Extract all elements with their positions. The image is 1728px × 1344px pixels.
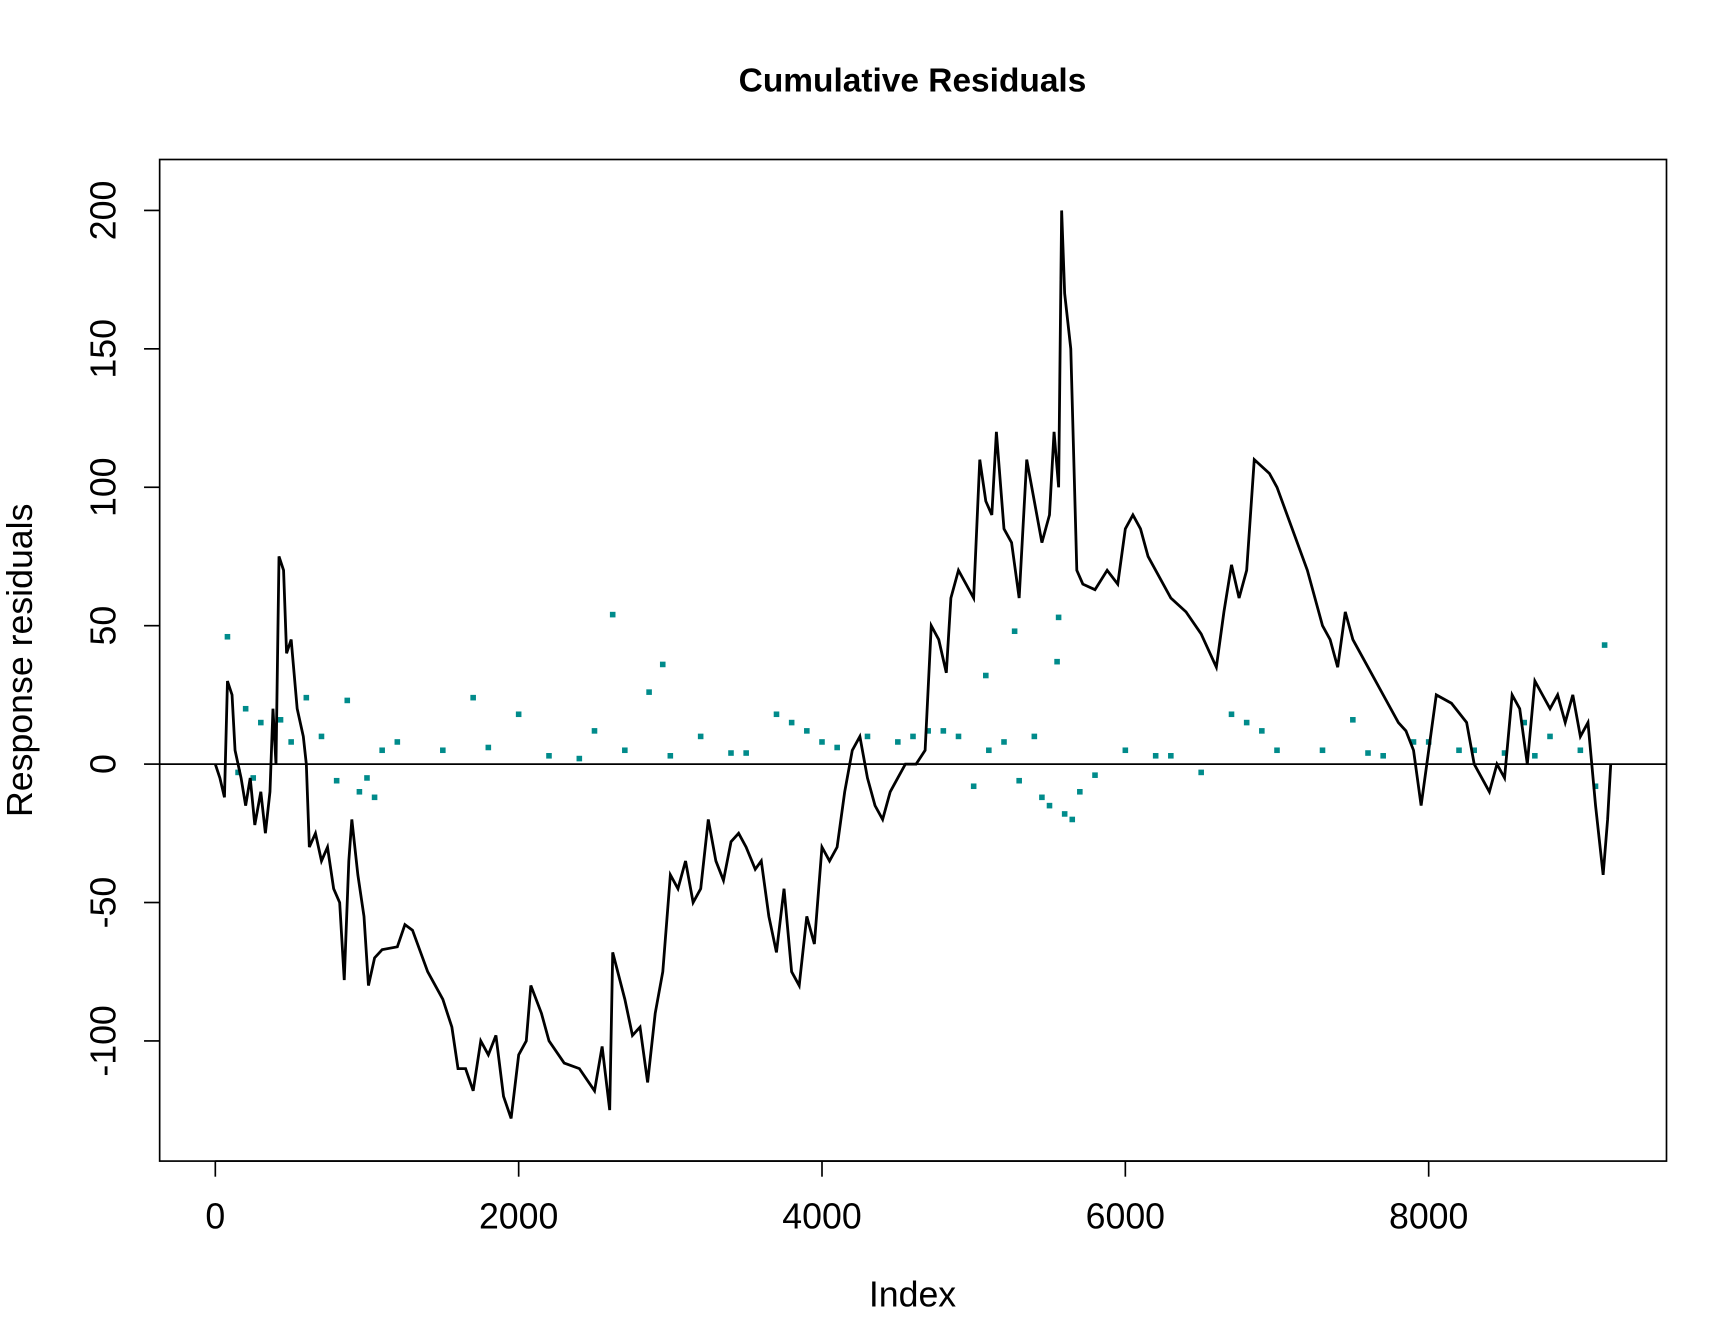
residual-point xyxy=(1350,717,1356,723)
residual-point xyxy=(288,739,294,745)
residual-point xyxy=(1001,739,1007,745)
y-tick-label: 0 xyxy=(84,754,124,774)
residual-point xyxy=(1456,747,1462,754)
residual-point xyxy=(371,794,378,801)
x-tick-label: 4000 xyxy=(782,1197,861,1237)
residual-point xyxy=(1319,747,1326,754)
residual-point xyxy=(379,747,385,754)
residual-point xyxy=(1168,753,1174,759)
residual-point xyxy=(364,775,370,781)
residual-point xyxy=(743,750,749,756)
residual-point xyxy=(773,711,780,718)
residual-point xyxy=(250,775,257,781)
residual-point xyxy=(1055,614,1062,621)
residual-point xyxy=(804,728,810,734)
cumulative-line xyxy=(213,210,1613,1119)
residual-point xyxy=(1198,769,1204,776)
residual-point xyxy=(1039,794,1045,801)
residual-point xyxy=(1577,747,1584,754)
y-tick-label: 200 xyxy=(84,181,124,241)
y-tick-label: 100 xyxy=(84,457,124,517)
residual-point xyxy=(277,717,284,723)
residual-point xyxy=(788,719,795,726)
residual-point xyxy=(986,747,992,754)
residual-point xyxy=(667,753,674,759)
residual-point xyxy=(242,705,249,712)
residual-point xyxy=(1122,747,1129,754)
y-tick-label: -100 xyxy=(84,1005,124,1076)
residual-point xyxy=(1046,802,1053,809)
residual-point xyxy=(1069,816,1076,823)
residual-point xyxy=(1547,733,1553,740)
residual-point xyxy=(728,750,734,756)
residual-point xyxy=(895,739,901,745)
residual-point xyxy=(235,769,241,776)
residual-point xyxy=(983,672,989,679)
residual-point xyxy=(1016,777,1022,784)
residual-point xyxy=(1365,750,1371,756)
residual-point xyxy=(1092,772,1098,778)
residual-point xyxy=(515,711,522,718)
y-tick-label: 150 xyxy=(84,319,124,379)
residual-point xyxy=(224,633,231,640)
residual-point xyxy=(546,753,552,759)
chart-title: Cumulative Residuals xyxy=(739,62,1087,99)
residual-point xyxy=(910,733,916,740)
residual-point xyxy=(470,694,476,701)
residual-point xyxy=(622,747,628,754)
residual-point xyxy=(303,694,310,701)
x-axis-label: Index xyxy=(869,1275,956,1315)
residual-point xyxy=(1152,753,1159,759)
residual-point xyxy=(1031,733,1038,740)
residual-point xyxy=(1521,719,1528,726)
y-tick-label: -50 xyxy=(84,877,124,929)
residual-point xyxy=(1061,811,1068,817)
residual-point xyxy=(394,739,401,745)
residual-point xyxy=(1501,750,1508,756)
y-tick-label: 50 xyxy=(84,606,124,646)
residual-point xyxy=(970,783,977,790)
x-tick-label: 2000 xyxy=(479,1197,558,1237)
residual-point xyxy=(1054,658,1060,665)
residual-point xyxy=(356,788,363,795)
x-tick-label: 0 xyxy=(205,1197,225,1237)
residual-point xyxy=(1592,783,1599,790)
residual-point xyxy=(591,728,598,734)
residual-point xyxy=(440,747,446,754)
residual-point xyxy=(1259,728,1265,734)
residual-point xyxy=(1077,788,1083,795)
residual-point xyxy=(1471,747,1477,754)
residual-point xyxy=(659,661,666,668)
residual-point xyxy=(697,733,704,740)
residual-point xyxy=(1011,628,1018,635)
residual-point xyxy=(819,739,825,745)
residual-point xyxy=(1274,747,1280,754)
residual-point xyxy=(344,697,351,704)
residual-point xyxy=(834,744,840,751)
residual-point xyxy=(1380,753,1386,759)
residual-point xyxy=(646,689,652,695)
residual-point xyxy=(258,719,264,726)
residual-point xyxy=(925,728,931,734)
x-tick-label: 8000 xyxy=(1389,1197,1468,1237)
residual-point xyxy=(609,611,616,618)
residual-point xyxy=(940,728,947,734)
residual-point xyxy=(318,733,325,740)
residual-point xyxy=(1601,642,1608,648)
x-tick-label: 6000 xyxy=(1086,1197,1165,1237)
residual-point xyxy=(1228,711,1235,718)
residual-point xyxy=(485,744,492,751)
residual-point xyxy=(1532,753,1538,759)
residual-point xyxy=(955,733,962,740)
residual-point xyxy=(576,755,583,762)
residual-point xyxy=(333,777,340,784)
y-axis-label: Response residuals xyxy=(0,504,40,817)
residual-point xyxy=(864,733,871,740)
residual-point xyxy=(1243,719,1250,726)
residual-point xyxy=(1410,739,1417,745)
